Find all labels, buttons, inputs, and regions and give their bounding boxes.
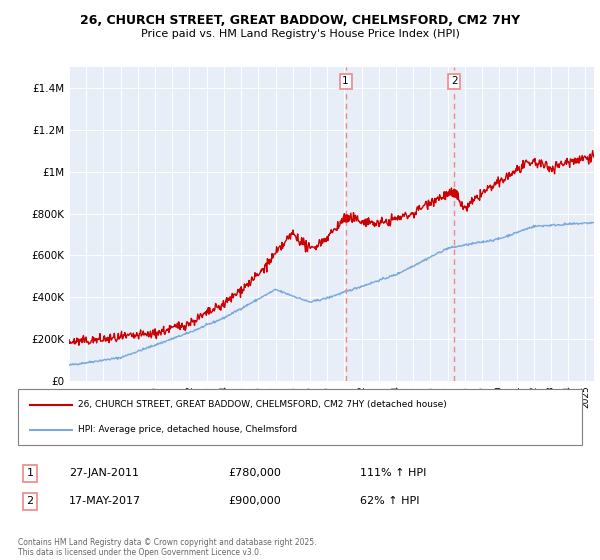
Text: 27-JAN-2011: 27-JAN-2011: [69, 468, 139, 478]
Text: 1: 1: [343, 76, 349, 86]
Text: 111% ↑ HPI: 111% ↑ HPI: [360, 468, 427, 478]
Text: 2: 2: [451, 76, 458, 86]
Text: 26, CHURCH STREET, GREAT BADDOW, CHELMSFORD, CM2 7HY (detached house): 26, CHURCH STREET, GREAT BADDOW, CHELMSF…: [78, 400, 447, 409]
Text: 1: 1: [26, 468, 34, 478]
Text: HPI: Average price, detached house, Chelmsford: HPI: Average price, detached house, Chel…: [78, 425, 297, 434]
Text: £900,000: £900,000: [228, 496, 281, 506]
Text: £780,000: £780,000: [228, 468, 281, 478]
Text: Contains HM Land Registry data © Crown copyright and database right 2025.
This d: Contains HM Land Registry data © Crown c…: [18, 538, 317, 557]
Text: 2: 2: [26, 496, 34, 506]
Text: 17-MAY-2017: 17-MAY-2017: [69, 496, 141, 506]
Text: 62% ↑ HPI: 62% ↑ HPI: [360, 496, 419, 506]
Text: 26, CHURCH STREET, GREAT BADDOW, CHELMSFORD, CM2 7HY: 26, CHURCH STREET, GREAT BADDOW, CHELMSF…: [80, 14, 520, 27]
Text: Price paid vs. HM Land Registry's House Price Index (HPI): Price paid vs. HM Land Registry's House …: [140, 29, 460, 39]
